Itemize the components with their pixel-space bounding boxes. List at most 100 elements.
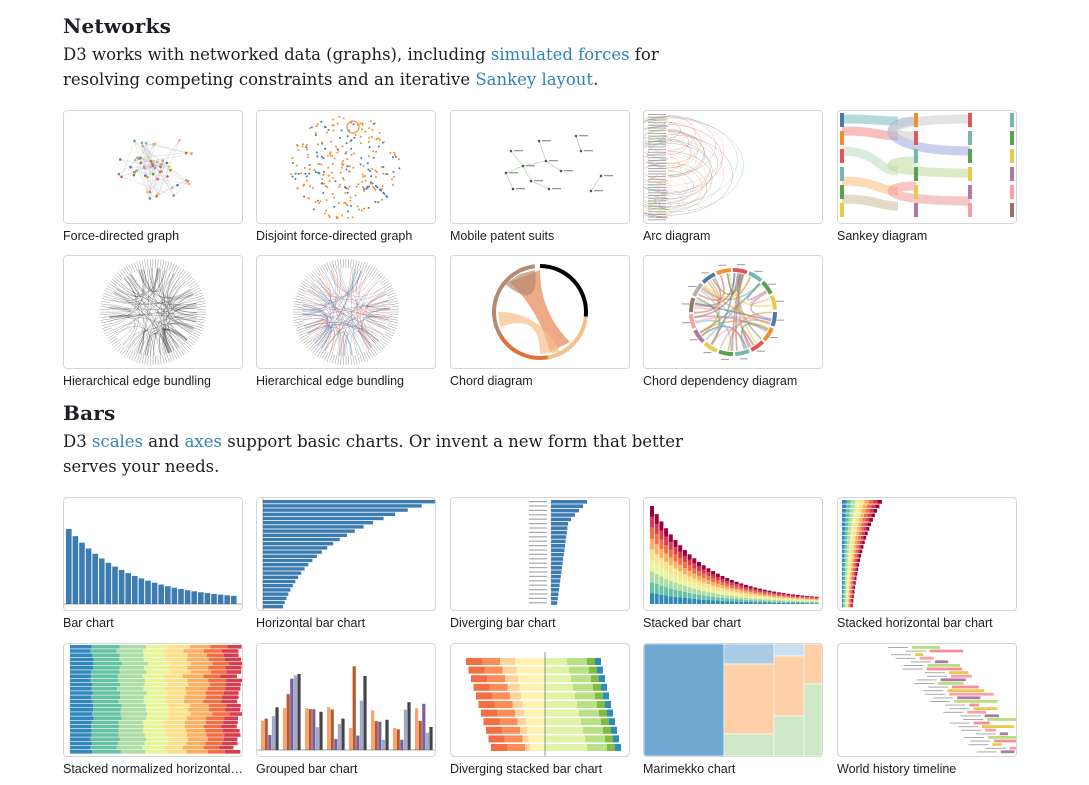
gallery-card-disjoint-force-directed-graph[interactable]: Disjoint force-directed graph [256,110,436,243]
axes-link[interactable]: axes [184,432,222,451]
leaf-label [299,285,308,291]
bar-segment [468,666,485,674]
bar-segment [869,518,873,522]
node [360,209,363,212]
leaf-label [196,306,206,308]
bar-segment [844,536,848,540]
bar-segment [659,594,664,604]
bar-segment [852,554,855,558]
gallery-card-diverging-stacked-bar-chart[interactable]: Diverging stacked bar chart [450,643,630,776]
leaf-label [310,272,317,280]
bar-segment [701,591,706,596]
bar-segment [711,578,716,583]
bar-segment [853,590,855,594]
bar-segment [725,601,730,604]
node [325,131,328,134]
bar-segment [791,601,795,603]
node [338,183,341,186]
node [504,171,508,175]
gallery-card-chord-dependency-diagram[interactable]: Chord dependency diagram [643,255,823,388]
node [367,155,370,158]
gallery-card-world-history-timeline[interactable]: World history timeline [837,643,1017,776]
bar-segment [92,691,121,695]
bar-segment [851,590,854,594]
gallery-card-force-directed-graph[interactable]: Force-directed graph [63,110,243,243]
gallery-card-grouped-bar-chart[interactable]: Grouped bar chart [256,643,436,776]
bar-segment [615,744,621,751]
node [350,139,353,142]
dependency-ribbon [700,289,721,345]
bar-segment [664,587,669,596]
simulated-forces-link[interactable]: simulated forces [490,45,630,64]
gallery-card-chord-diagram[interactable]: Chord diagram [450,255,630,388]
leaf-label [354,354,358,364]
bar-segment [697,589,701,595]
bar-segment [850,504,855,509]
bar-segment [545,735,585,743]
card-caption: Stacked horizontal bar chart [837,616,993,630]
bar-segment [762,596,767,598]
node [139,156,142,160]
gallery-card-stacked-horizontal-bar-chart[interactable]: Stacked horizontal bar chart [837,497,1017,630]
dependency-ribbon [701,287,755,346]
edge [109,268,160,322]
sankey-layout-link[interactable]: Sankey layout [475,70,594,89]
bar-segment [188,708,210,712]
scales-link[interactable]: scales [91,432,144,451]
bar-segment [203,699,222,704]
leaf-label [182,344,189,352]
leaf-label [340,259,342,269]
bar-segment [846,576,849,581]
bar-segment [186,733,207,737]
bar-segment [687,570,692,577]
gallery-card-stacked-normalized-horizontal-bar-chart[interactable]: Stacked normalized horizontal bar chart [63,643,243,776]
bar-segment [843,572,846,576]
leaf-label [389,306,399,308]
node [165,161,169,165]
node [382,172,385,175]
node [332,118,335,121]
leaf-label [295,325,305,329]
timeline-label [933,697,954,699]
leaf-label [102,295,112,299]
edge [302,300,389,311]
leaf-label [334,354,338,364]
gallery-card-mobile-patent-suits[interactable]: Mobile patent suits [450,110,630,243]
gallery-card-bar-chart[interactable]: Bar chart [63,497,243,630]
bar-segment [591,675,599,683]
bar-segment [859,500,865,504]
bar-segment [855,518,860,522]
arc [667,170,694,203]
bar-segment [701,578,706,583]
bar-segment [857,549,860,554]
bar-segment [228,661,242,666]
leaf-label [168,352,173,362]
bar [263,605,284,609]
bar-segment [611,726,617,734]
gallery-card-sankey-diagram[interactable]: Sankey diagram [837,110,1017,243]
arc [667,121,702,164]
bar-segment [520,726,527,734]
gallery-card-hierarchical-edge-bundling-colored[interactable]: Hierarchical edge bundling [256,255,436,388]
arc [667,115,716,176]
gallery-card-arc-diagram[interactable]: Arc diagram [643,110,823,243]
gallery-card-marimekko-chart[interactable]: Marimekko chart [643,643,823,776]
gallery-card-horizontal-bar-chart[interactable]: Horizontal bar chart [256,497,436,630]
leaf-label [172,264,178,273]
bar-segment [729,580,734,583]
leaf-label [141,260,144,270]
leaf-label [376,342,384,350]
leaf-label [144,355,147,365]
bar-segment [599,675,605,683]
patent-suits-thumbnail [450,110,630,224]
gallery-card-stacked-bar-chart[interactable]: Stacked bar chart [643,497,823,630]
gallery-card-diverging-bar-chart[interactable]: Diverging bar chart [450,497,630,630]
timeline-label [970,740,991,742]
bar-segment [92,653,120,657]
leaf-label [298,331,307,337]
bar-segment [786,597,791,599]
gallery-card-hierarchical-edge-bundling[interactable]: Hierarchical edge bundling [63,255,243,388]
bar [403,709,407,750]
arc [667,115,725,186]
arc-node-label [648,197,666,199]
